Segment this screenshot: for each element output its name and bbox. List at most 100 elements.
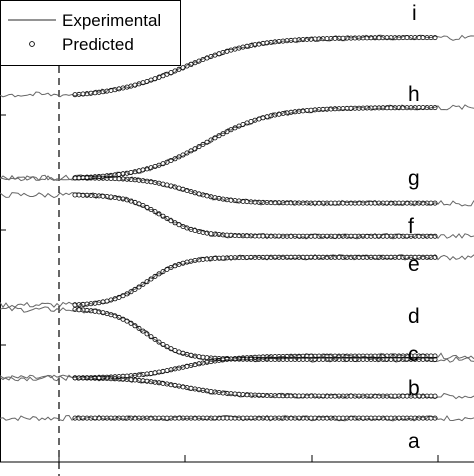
predicted-point-e	[128, 289, 134, 295]
series-layer	[0, 34, 474, 422]
predicted-point-e	[396, 254, 402, 260]
series-i	[0, 34, 474, 98]
predicted-point-d	[204, 355, 210, 361]
predicted-point-d	[136, 325, 142, 331]
predicted-point-d	[200, 354, 206, 360]
predicted-point-d	[128, 320, 134, 326]
predicted-point-i	[168, 70, 174, 76]
predicted-point-g	[116, 176, 122, 182]
predicted-point-h	[116, 171, 122, 177]
predicted-point-i	[184, 63, 190, 69]
series-b	[0, 374, 474, 400]
predicted-point-h	[372, 105, 378, 111]
predicted-point-h	[216, 133, 222, 139]
experimental-line-h	[0, 104, 474, 181]
predicted-point-e	[160, 269, 166, 275]
predicted-point-h	[164, 159, 170, 165]
predicted-point-h	[136, 168, 142, 174]
predicted-point-g	[340, 200, 346, 206]
predicted-point-h	[264, 114, 270, 120]
curve-label-e: e	[408, 253, 420, 276]
predicted-point-d	[164, 344, 170, 350]
predicted-point-d	[152, 336, 158, 342]
predicted-point-a	[432, 415, 438, 421]
predicted-point-h	[220, 131, 226, 137]
predicted-point-a	[268, 415, 274, 421]
predicted-point-a	[396, 415, 402, 421]
predicted-point-h	[432, 105, 438, 111]
predicted-point-i	[204, 55, 210, 61]
predicted-point-h	[232, 125, 238, 131]
predicted-point-c	[148, 370, 154, 376]
predicted-point-i	[340, 35, 346, 41]
series-h	[0, 104, 474, 181]
predicted-point-a	[240, 415, 246, 421]
predicted-point-i	[172, 68, 178, 74]
predicted-point-b	[208, 388, 214, 394]
series-f	[0, 192, 474, 240]
predicted-point-e	[384, 254, 390, 260]
predicted-point-i	[216, 51, 222, 57]
predicted-point-f	[384, 233, 390, 239]
predicted-point-a	[320, 415, 326, 421]
predicted-point-e	[124, 291, 130, 297]
predicted-point-e	[432, 254, 438, 260]
predicted-point-f	[160, 213, 166, 219]
predicted-point-b	[432, 393, 438, 399]
predicted-point-i	[324, 36, 330, 42]
predicted-point-h	[180, 152, 186, 158]
predicted-point-h	[172, 156, 178, 162]
legend-circle-swatch	[29, 41, 35, 47]
predicted-point-h	[388, 105, 394, 111]
predicted-point-f	[148, 206, 154, 212]
predicted-point-i	[336, 35, 342, 41]
predicted-point-e	[156, 271, 162, 277]
predicted-point-c	[144, 371, 150, 377]
predicted-point-e	[220, 255, 226, 261]
predicted-point-h	[200, 141, 206, 147]
legend-label-experimental: Experimental	[62, 11, 161, 30]
predicted-point-d	[288, 356, 294, 362]
predicted-point-f	[168, 218, 174, 224]
predicted-point-c	[432, 353, 438, 359]
predicted-point-h	[224, 129, 230, 135]
predicted-point-d	[116, 314, 122, 320]
predicted-point-i	[376, 35, 382, 41]
legend: Experimental Predicted	[0, 0, 181, 66]
predicted-point-f	[156, 211, 162, 217]
predicted-point-e	[120, 293, 126, 299]
predicted-point-d	[144, 331, 150, 337]
predicted-point-a	[336, 415, 342, 421]
predicted-point-d	[432, 356, 438, 362]
predicted-point-d	[76, 307, 82, 313]
predicted-point-h	[188, 148, 194, 154]
predicted-point-d	[124, 318, 130, 324]
predicted-point-b	[316, 393, 322, 399]
predicted-point-f	[144, 204, 150, 210]
curve-label-f: f	[408, 215, 414, 238]
predicted-point-f	[208, 231, 214, 237]
predicted-point-f	[312, 233, 318, 239]
predicted-point-a	[120, 415, 126, 421]
predicted-point-h	[208, 137, 214, 143]
predicted-point-h	[348, 105, 354, 111]
predicted-point-a	[388, 415, 394, 421]
legend-label-predicted: Predicted	[62, 35, 134, 54]
predicted-point-d	[160, 341, 166, 347]
predicted-point-d	[196, 354, 202, 360]
predicted-point-g	[432, 200, 438, 206]
predicted-point-a	[244, 415, 250, 421]
predicted-point-h	[248, 119, 254, 125]
curve-label-i: i	[412, 2, 417, 25]
predicted-point-f	[288, 233, 294, 239]
predicted-point-f	[172, 220, 178, 226]
predicted-point-d	[140, 328, 146, 334]
predicted-point-h	[204, 139, 210, 145]
predicted-point-a	[308, 415, 314, 421]
predicted-point-i	[332, 35, 338, 41]
predicted-point-i	[420, 35, 426, 41]
predicted-point-f	[332, 233, 338, 239]
predicted-point-h	[176, 154, 182, 160]
predicted-point-e	[116, 294, 122, 300]
